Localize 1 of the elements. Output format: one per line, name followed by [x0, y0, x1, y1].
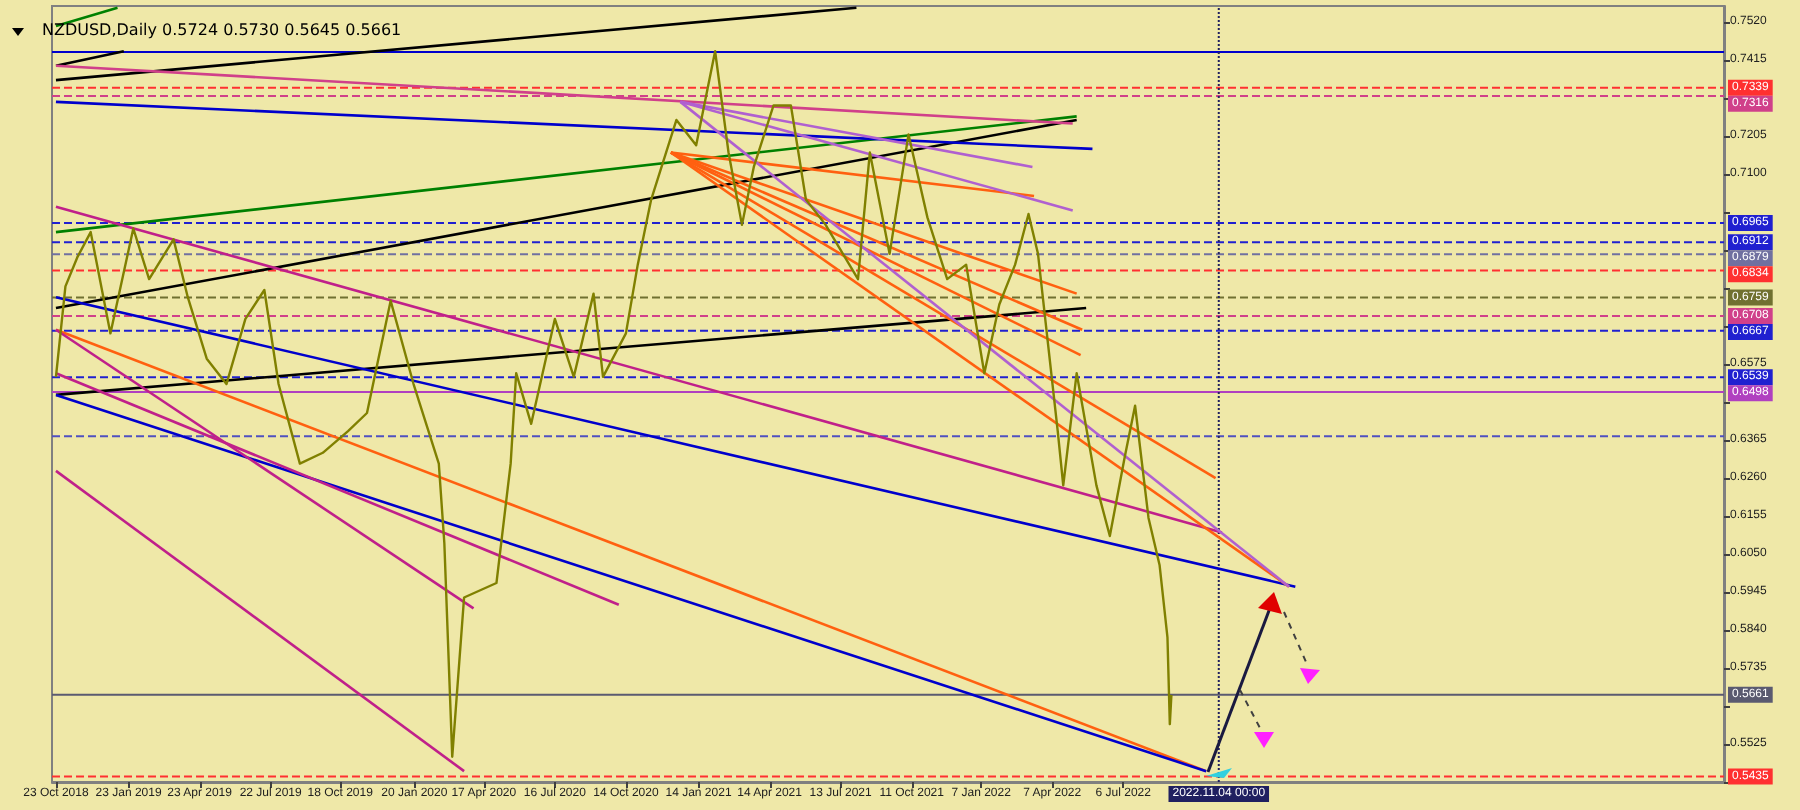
text: NZDUSD,Daily 0.5724 0.5730 0.5645 0.5661: [42, 21, 402, 39]
